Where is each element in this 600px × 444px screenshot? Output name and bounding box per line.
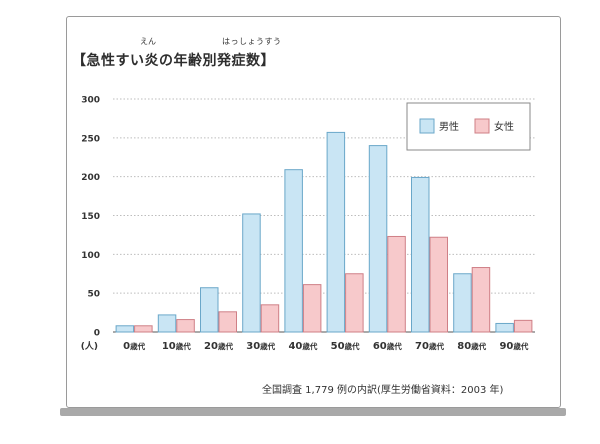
bar-female (429, 236, 448, 333)
bar-male (157, 314, 177, 333)
legend-label-female: 女性 (494, 120, 514, 133)
bar-female (176, 319, 195, 333)
bar-female (387, 235, 406, 333)
y-tick-label: 0 (94, 329, 100, 339)
legend-label-male: 男性 (439, 120, 459, 133)
x-tick-label: 20歳代 (204, 341, 233, 352)
x-tick-label: 90歳代 (499, 341, 528, 352)
y-tick-label: 300 (81, 96, 100, 106)
bar-male (115, 325, 135, 333)
bar-female (302, 284, 322, 333)
y-tick-label: 50 (87, 290, 100, 300)
x-tick-label: 70歳代 (415, 341, 444, 352)
card-shadow (60, 408, 566, 416)
bar-male (453, 273, 472, 333)
x-tick-label: 10歳代 (162, 341, 191, 352)
y-tick-label: 200 (81, 173, 100, 183)
legend-swatch-male (419, 118, 435, 134)
bar-female (218, 311, 237, 333)
y-axis-unit-label: (人) (81, 340, 98, 352)
legend-swatch-female (474, 118, 490, 134)
footnote-source: 全国調査 1,779 例の内訳(厚生労働省資料：2003 年) (262, 385, 504, 396)
chart-title: 【急性すい炎の年齢別発症数】 (72, 53, 275, 69)
bar-male (411, 176, 430, 333)
title-ruby-en: えん (140, 37, 156, 46)
bar-female (345, 273, 364, 333)
bar-female (260, 304, 280, 333)
bar-male (368, 145, 388, 333)
bar-male (495, 322, 514, 333)
x-tick-label: 40歳代 (288, 341, 317, 352)
bar-male (326, 131, 346, 333)
y-tick-label: 100 (81, 251, 100, 261)
title-ruby-hasshousu: はっしょうすう (222, 37, 282, 46)
bar-male (200, 287, 219, 333)
x-tick-label: 60歳代 (373, 341, 402, 352)
y-tick-label: 250 (81, 134, 100, 144)
bar-male (242, 213, 261, 333)
bar-female (471, 267, 491, 333)
bar-male (284, 169, 303, 333)
bar-female (513, 319, 533, 333)
bar-female (134, 325, 153, 333)
x-tick-label: 50歳代 (331, 341, 360, 352)
x-tick-label: 30歳代 (246, 341, 275, 352)
x-tick-label: 80歳代 (457, 341, 486, 352)
x-tick-label: 0歳代 (123, 341, 145, 352)
y-tick-label: 150 (81, 212, 100, 222)
chart-card (66, 16, 561, 408)
